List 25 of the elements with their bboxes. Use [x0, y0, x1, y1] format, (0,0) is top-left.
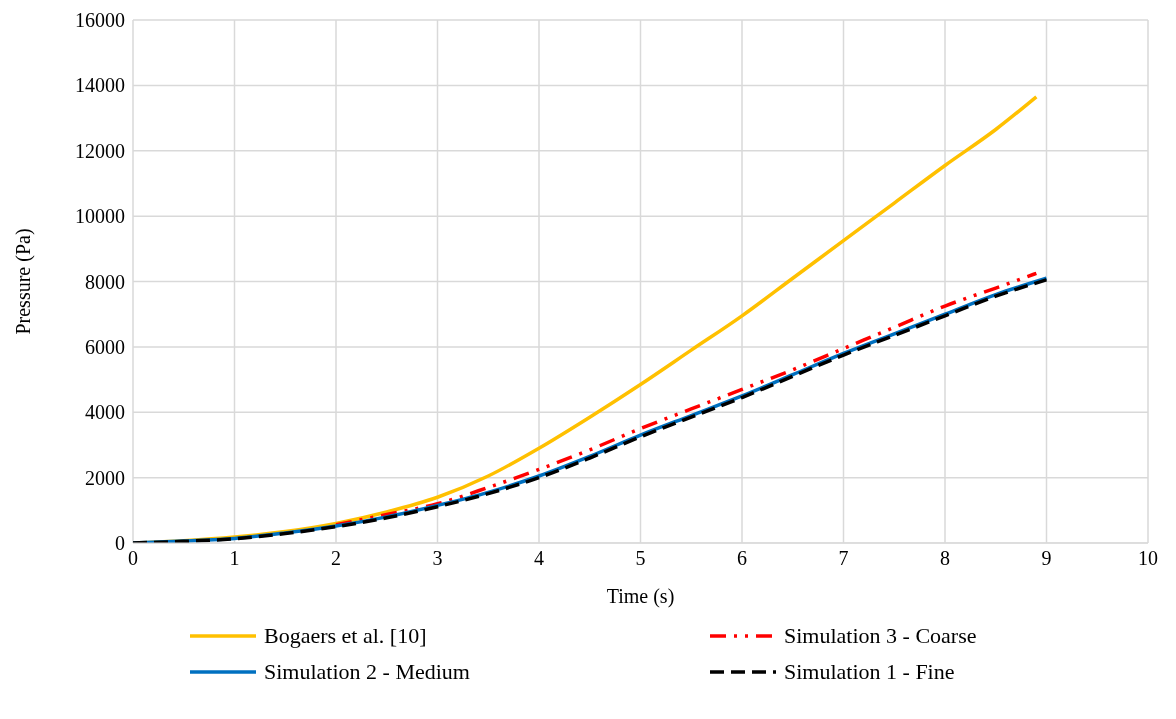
x-tick-label: 9 — [1041, 547, 1052, 570]
legend-label: Simulation 2 - Medium — [264, 659, 470, 685]
y-tick-label: 10000 — [75, 205, 125, 228]
legend-label: Simulation 1 - Fine — [784, 659, 955, 685]
legend-label: Simulation 3 - Coarse — [784, 623, 977, 649]
y-tick-label: 16000 — [75, 9, 125, 32]
y-tick-label: 12000 — [75, 139, 125, 162]
y-tick-label: 14000 — [75, 74, 125, 97]
x-tick-label: 1 — [229, 547, 240, 570]
y-tick-label: 8000 — [85, 270, 125, 293]
legend-label: Bogaers et al. [10] — [264, 623, 427, 649]
x-tick-label: 4 — [534, 547, 544, 570]
x-tick-label: 5 — [635, 547, 646, 570]
y-axis-title: Pressure (Pa) — [12, 228, 36, 335]
x-tick-label: 3 — [432, 547, 443, 570]
x-axis-title: Time (s) — [606, 585, 675, 608]
y-tick-label: 0 — [115, 532, 125, 555]
y-tick-label: 2000 — [85, 466, 125, 489]
y-tick-label: 6000 — [85, 335, 125, 358]
x-tick-label: 6 — [737, 547, 747, 570]
y-tick-label: 4000 — [85, 401, 125, 424]
x-tick-label: 7 — [838, 547, 849, 570]
x-tick-label: 10 — [1138, 547, 1158, 570]
x-tick-label: 8 — [940, 547, 950, 570]
x-tick-label: 2 — [331, 547, 341, 570]
